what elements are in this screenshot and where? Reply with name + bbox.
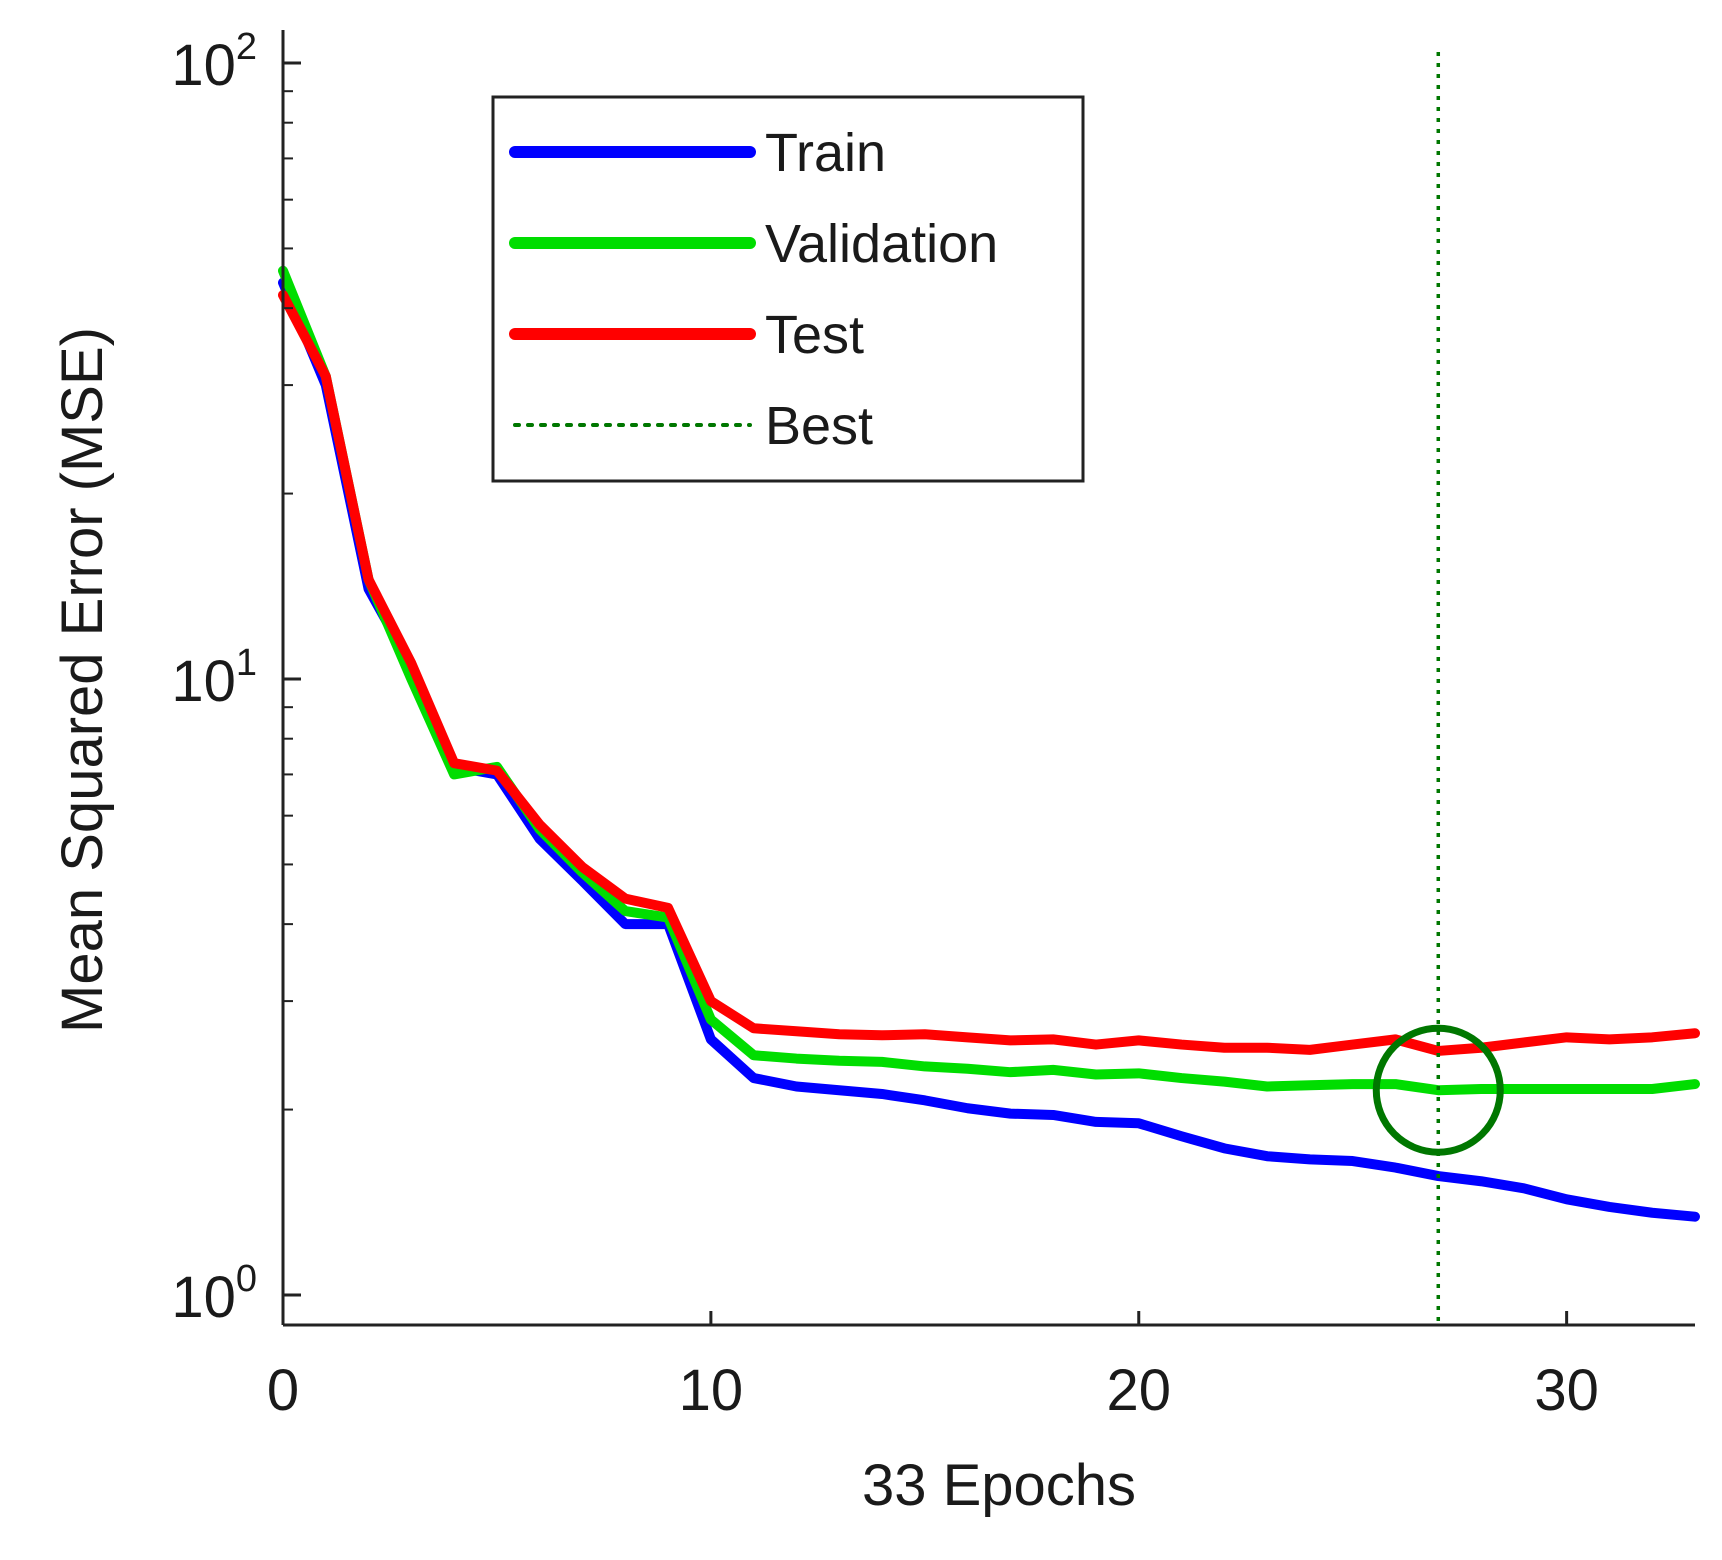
y-tick-base: 10	[171, 1265, 236, 1330]
legend-label-best: Best	[765, 396, 873, 456]
legend-label-train: Train	[765, 123, 886, 183]
series-line-test	[278, 290, 1700, 1056]
legend: Train Validation Test Best	[491, 95, 1085, 483]
y-tick-exponent: 2	[236, 26, 257, 68]
y-tick-exponent: 1	[236, 642, 257, 684]
x-tick-label: 0	[267, 1358, 299, 1423]
y-tick-exponent: 0	[236, 1258, 257, 1300]
y-tick-label: 102	[171, 26, 257, 98]
legend-label-validation: Validation	[765, 214, 998, 274]
y-tick-base: 10	[171, 33, 236, 98]
legend-box	[491, 95, 1085, 483]
x-tick-label: 10	[679, 1358, 744, 1423]
y-axis-title: Mean Squared Error (MSE)	[50, 327, 115, 1033]
y-tick-label: 100	[171, 1258, 257, 1330]
x-tick-label: 20	[1106, 1358, 1171, 1423]
legend-label-test: Test	[765, 305, 864, 365]
y-tick-base: 10	[171, 649, 236, 714]
x-axis-title: 33 Epochs	[862, 1453, 1136, 1518]
series-layer	[278, 265, 1700, 1222]
x-tick-label: 30	[1534, 1358, 1599, 1423]
best-layer	[1372, 52, 1504, 1325]
y-tick-label: 101	[171, 642, 257, 714]
best-validation-circle	[1372, 1024, 1504, 1156]
